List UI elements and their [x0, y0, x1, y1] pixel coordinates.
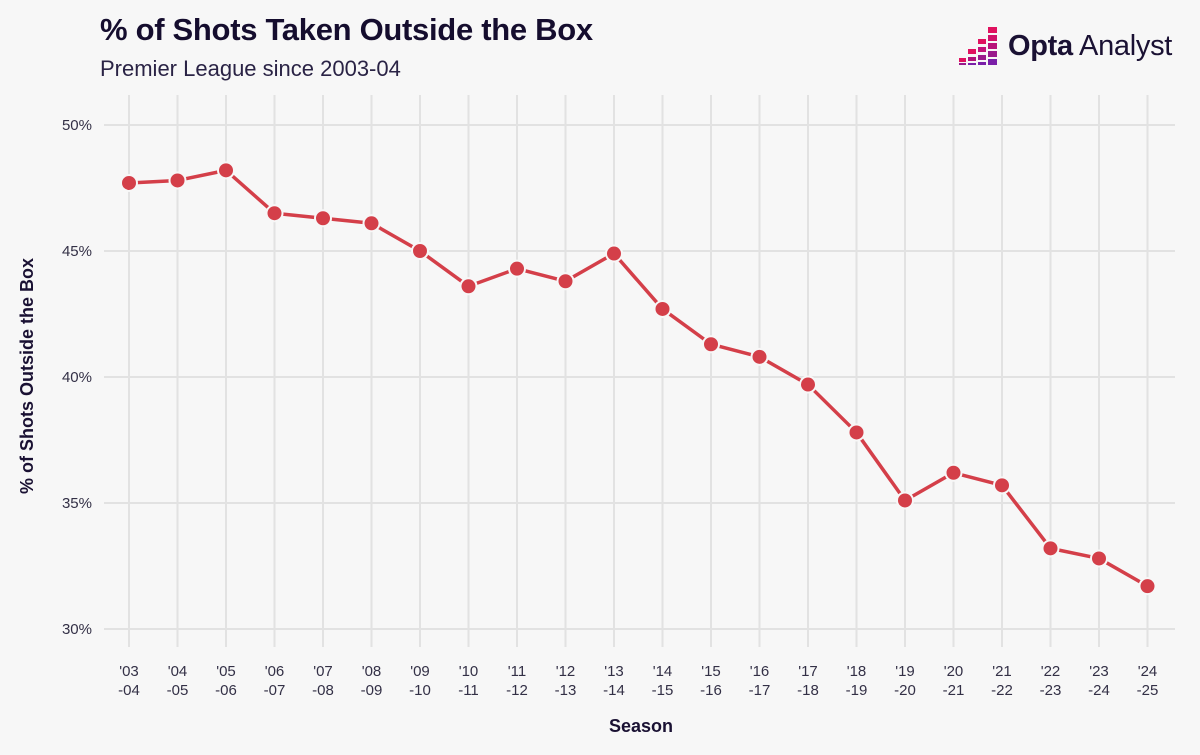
- x-axis-title: Season: [609, 716, 673, 736]
- x-tick-label: -10: [409, 682, 431, 699]
- x-tick-label: '07: [313, 663, 333, 680]
- chart-title: % of Shots Taken Outside the Box: [100, 12, 593, 47]
- x-tick-label: '17: [798, 663, 818, 680]
- x-tick-label: '23: [1089, 663, 1109, 680]
- x-tick-label: '20: [944, 663, 964, 680]
- x-tick-label: '03: [119, 663, 139, 680]
- y-tick-label: 30%: [62, 621, 92, 638]
- y-tick-label: 45%: [62, 243, 92, 260]
- x-tick-label: -22: [991, 682, 1013, 699]
- x-tick-label: '13: [604, 663, 624, 680]
- data-point: [605, 244, 623, 263]
- data-point: [314, 209, 332, 228]
- data-point: [459, 277, 478, 296]
- y-tick-label: 40%: [62, 369, 92, 386]
- x-tick-label: -23: [1040, 682, 1062, 699]
- x-tick-label: '09: [410, 663, 430, 680]
- x-tick-label: '06: [265, 663, 285, 680]
- data-point: [799, 375, 817, 394]
- x-tick-label: -18: [797, 682, 819, 699]
- data-point: [362, 214, 381, 233]
- data-point: [120, 173, 138, 192]
- data-point: [993, 476, 1011, 495]
- logo-text-light: Analyst: [1079, 29, 1173, 62]
- x-tick-label: -25: [1137, 682, 1159, 699]
- data-point: [702, 335, 720, 354]
- x-tick-label: -05: [167, 682, 189, 699]
- x-tick-label: '18: [847, 663, 867, 680]
- x-tick-label: -08: [312, 682, 334, 699]
- chart-series: [120, 161, 1157, 596]
- logo-text-bold: Opta: [1008, 29, 1073, 62]
- data-point: [556, 272, 575, 291]
- y-axis-title: % of Shots Outside the Box: [17, 258, 37, 494]
- x-axis: '03 -04 '04 -05 '05 -06 '06 -07 '07 -08 '08 -09 '09 -…: [118, 663, 1158, 699]
- x-tick-label: '19: [895, 663, 915, 680]
- x-tick-label: '12: [556, 663, 576, 680]
- x-tick-label: '05: [216, 663, 236, 680]
- x-tick-label: '10: [459, 663, 479, 680]
- chart-subtitle: Premier League since 2003-04: [100, 56, 401, 81]
- data-point: [653, 299, 672, 318]
- x-tick-label: -14: [603, 682, 625, 699]
- x-tick-label: '08: [362, 663, 382, 680]
- x-tick-label: '04: [168, 663, 188, 680]
- x-tick-label: -07: [264, 682, 286, 699]
- x-tick-label: -24: [1088, 682, 1110, 699]
- x-tick-label: -20: [894, 682, 916, 699]
- x-tick-label: '24: [1138, 663, 1158, 680]
- x-tick-label: -13: [555, 682, 577, 699]
- x-tick-label: '15: [701, 663, 721, 680]
- x-tick-label: -17: [749, 682, 771, 699]
- x-tick-label: -12: [506, 682, 528, 699]
- data-point: [217, 161, 235, 180]
- y-axis: 30% 35% 40% 45% 50%: [62, 117, 92, 638]
- y-tick-label: 35%: [62, 495, 92, 512]
- x-tick-label: -09: [361, 682, 383, 699]
- x-tick-label: -06: [215, 682, 237, 699]
- x-tick-label: -21: [943, 682, 965, 699]
- opta-pixel-bars-icon: [959, 27, 997, 65]
- x-tick-label: -16: [700, 682, 722, 699]
- x-tick-label: '14: [653, 663, 673, 680]
- data-point: [944, 463, 963, 482]
- data-point: [411, 242, 429, 260]
- x-tick-label: '16: [750, 663, 770, 680]
- x-tick-label: '11: [508, 663, 526, 680]
- x-tick-label: '22: [1041, 663, 1061, 680]
- x-tick-label: -19: [846, 682, 868, 699]
- data-point: [1090, 549, 1108, 568]
- chart-grid: [104, 95, 1175, 647]
- x-tick-label: -15: [652, 682, 674, 699]
- data-point: [896, 491, 914, 510]
- series-line: [128, 168, 1149, 588]
- y-tick-label: 50%: [62, 117, 92, 134]
- x-tick-label: -04: [118, 682, 140, 699]
- data-point: [265, 204, 284, 223]
- x-tick-label: '21: [992, 663, 1012, 680]
- data-point: [1138, 577, 1157, 596]
- data-point: [168, 171, 187, 190]
- x-tick-label: -11: [458, 682, 479, 699]
- data-point: [750, 347, 769, 366]
- data-point: [508, 259, 526, 278]
- data-point: [847, 423, 866, 442]
- data-point: [1041, 539, 1060, 558]
- opta-analyst-logo: Opta Analyst: [958, 24, 1172, 68]
